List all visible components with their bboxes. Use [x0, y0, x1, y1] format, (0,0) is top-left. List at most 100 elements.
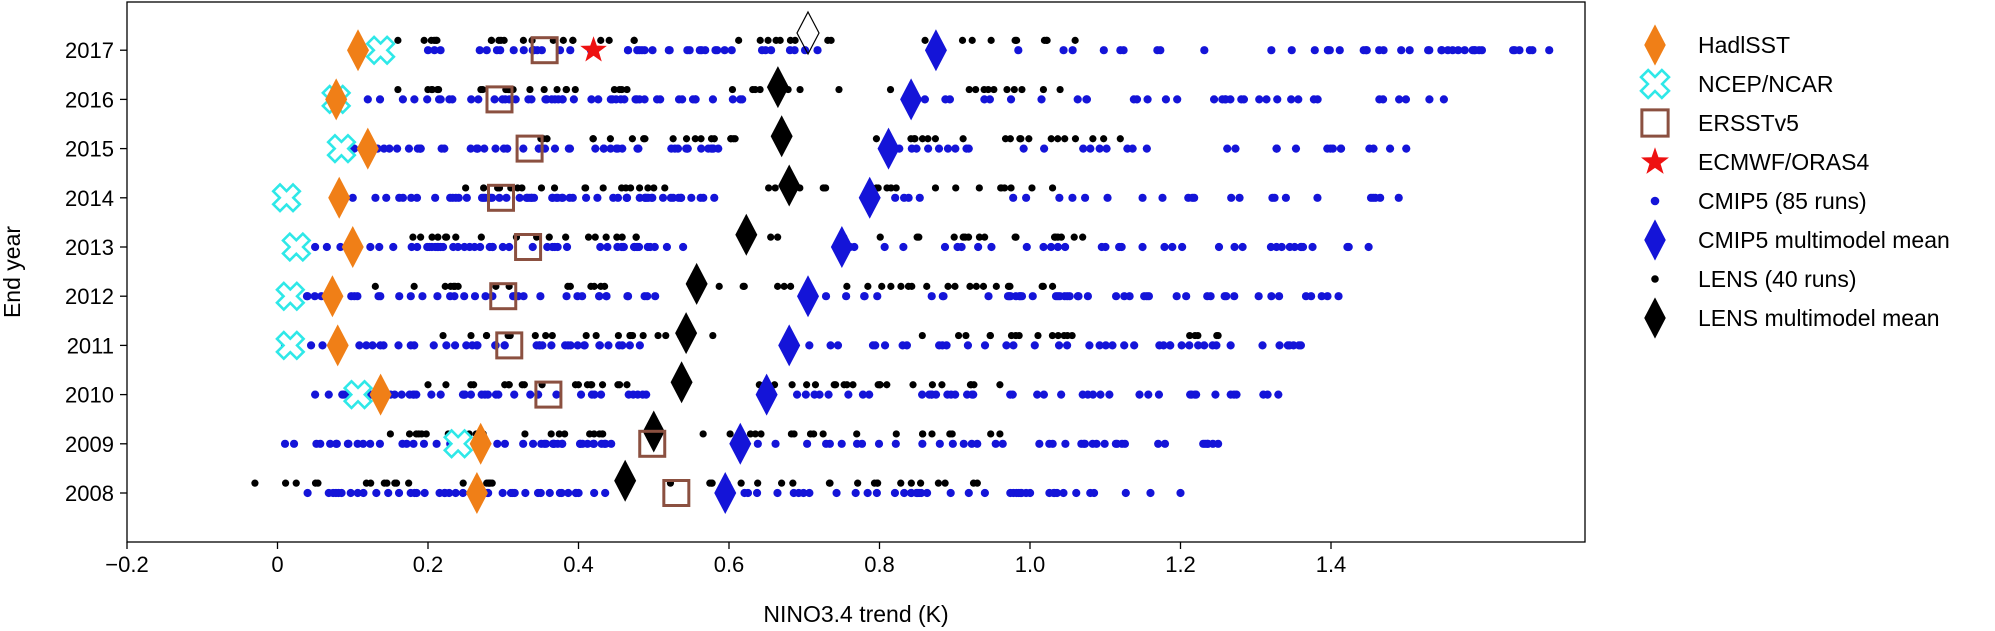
- y-tick-label: 2017: [65, 38, 114, 63]
- run-point: [375, 242, 384, 252]
- run-point: [1172, 292, 1181, 301]
- run-point: [521, 430, 529, 438]
- run-point: [872, 135, 881, 143]
- run-point: [336, 242, 345, 252]
- run-point: [550, 184, 559, 192]
- run-point: [483, 479, 491, 487]
- run-point: [1335, 46, 1344, 55]
- run-point: [547, 430, 555, 438]
- run-point: [886, 85, 895, 94]
- run-point: [1439, 95, 1448, 104]
- run-point: [450, 341, 460, 350]
- run-point: [410, 95, 419, 104]
- run-point: [1144, 390, 1153, 399]
- run-point: [1120, 341, 1129, 350]
- run-point: [1007, 184, 1015, 192]
- run-point: [1317, 292, 1326, 301]
- run-point: [482, 46, 491, 55]
- run-point: [918, 390, 927, 399]
- lens-multimodel-mean-point: [778, 164, 801, 207]
- run-point: [921, 36, 929, 44]
- run-point: [658, 193, 668, 202]
- run-point: [714, 144, 723, 153]
- run-point: [728, 85, 737, 94]
- run-point: [1068, 193, 1077, 202]
- run-point: [632, 233, 640, 241]
- run-point: [599, 184, 607, 192]
- run-point: [1178, 242, 1187, 252]
- run-point: [832, 381, 840, 389]
- x-tick-label: −0.2: [105, 552, 148, 577]
- run-point: [1160, 439, 1170, 448]
- run-point: [959, 233, 967, 241]
- run-point: [1025, 135, 1033, 143]
- run-point: [410, 341, 419, 350]
- run-point: [954, 331, 963, 340]
- ersstv5-point: [515, 134, 544, 163]
- run-point: [644, 184, 652, 192]
- ncep-ncar-point: [342, 379, 374, 410]
- x-tick-label: 0.2: [413, 552, 444, 577]
- x-axis: −0.2 0 0.2 0.4 0.6 0.8 1.0 1.2 1.4: [105, 542, 1346, 577]
- run-point: [424, 381, 432, 389]
- x-tick-label: 1.2: [1165, 552, 1196, 577]
- run-point: [1401, 95, 1411, 104]
- run-point: [432, 36, 440, 44]
- run-point: [951, 282, 959, 290]
- run-point: [979, 282, 988, 290]
- run-point: [1402, 144, 1411, 153]
- run-point: [1154, 390, 1164, 399]
- run-point: [1161, 95, 1171, 104]
- run-point: [553, 85, 561, 94]
- run-point: [573, 341, 582, 350]
- run-point: [1443, 46, 1452, 55]
- run-point: [1002, 341, 1011, 350]
- run-point: [873, 292, 882, 301]
- run-point: [518, 184, 526, 192]
- run-point: [498, 488, 507, 498]
- run-point: [375, 95, 385, 104]
- run-point: [743, 488, 753, 498]
- run-point: [372, 488, 381, 498]
- run-point: [416, 144, 425, 153]
- run-point: [1085, 341, 1094, 350]
- run-point: [1477, 46, 1487, 55]
- run-point: [526, 390, 535, 399]
- run-point: [480, 184, 488, 192]
- run-point: [310, 292, 319, 301]
- run-point: [819, 430, 827, 438]
- run-point: [1054, 331, 1062, 340]
- run-point: [1143, 95, 1152, 104]
- run-point: [678, 95, 687, 104]
- run-point: [1270, 193, 1279, 202]
- run-point: [606, 144, 615, 153]
- run-point: [1206, 292, 1215, 301]
- run-point: [790, 46, 799, 55]
- run-point: [964, 233, 973, 241]
- run-point: [545, 488, 554, 498]
- ncep-ncar-point: [271, 182, 302, 213]
- legend-label: CMIP5 (85 runs): [1698, 188, 1867, 214]
- run-point: [1071, 36, 1079, 44]
- run-point: [559, 36, 567, 44]
- cmip5-multimodel-mean-point: [797, 275, 820, 318]
- run-point: [384, 488, 393, 498]
- run-point: [527, 193, 536, 202]
- run-point: [1040, 144, 1049, 153]
- run-point: [872, 488, 881, 498]
- series-cmip5-multimodel-mean: [714, 29, 947, 514]
- run-point: [578, 439, 587, 448]
- run-point: [589, 135, 597, 143]
- run-point: [876, 233, 884, 241]
- run-point: [385, 144, 394, 153]
- run-point: [571, 381, 580, 389]
- run-point: [651, 292, 660, 301]
- run-point: [1274, 292, 1284, 301]
- run-point: [898, 341, 907, 350]
- run-point: [943, 144, 953, 153]
- run-point: [710, 193, 719, 202]
- run-point: [1048, 282, 1057, 290]
- run-point: [371, 193, 380, 202]
- run-point: [280, 439, 290, 448]
- legend-label: ERSSTv5: [1698, 110, 1799, 136]
